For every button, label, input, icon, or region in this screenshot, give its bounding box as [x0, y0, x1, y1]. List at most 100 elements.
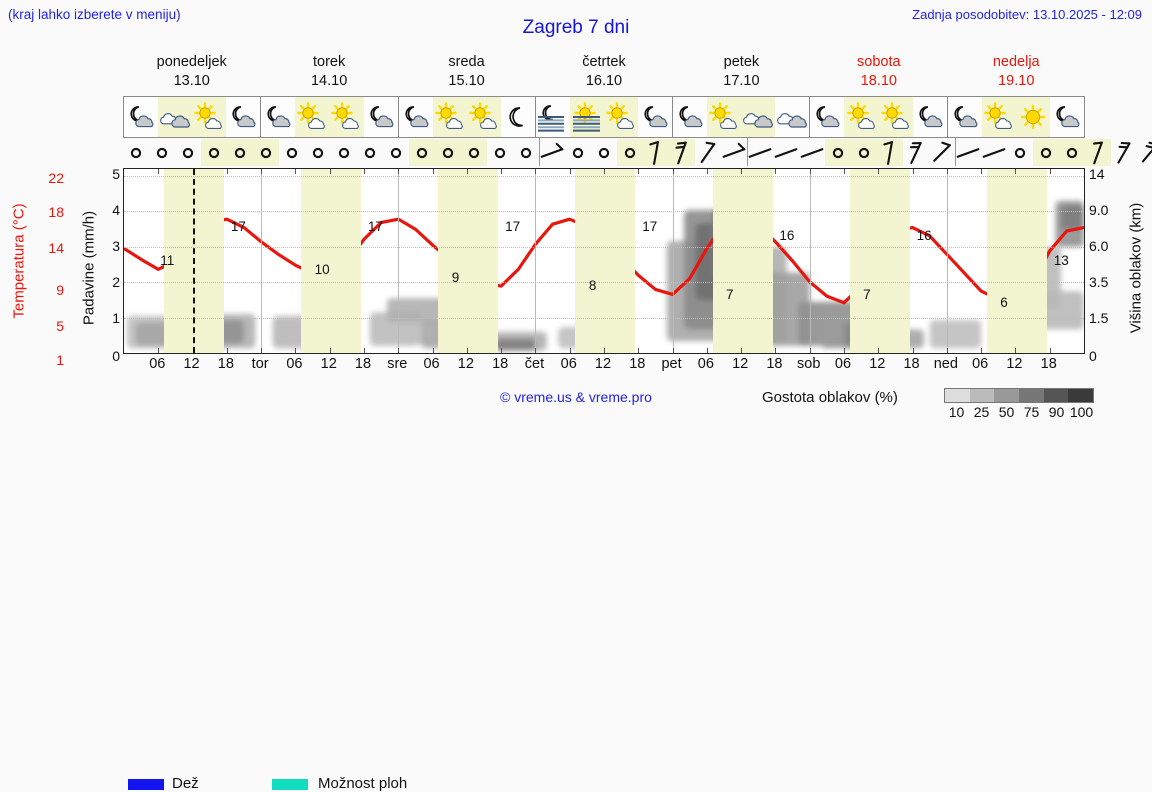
x-tick-top [844, 169, 845, 174]
day-name: ponedeljek [123, 53, 260, 72]
x-label-06: 06 [286, 356, 302, 372]
cloud-cloud-icon [158, 97, 192, 137]
rain-legend-label: Dež [172, 775, 199, 792]
day-date: 15.10 [398, 72, 535, 91]
cloud-cloud-icon [775, 97, 809, 137]
x-tick-bottom [741, 348, 742, 353]
x-tick-bottom [1015, 348, 1016, 353]
copyright-link[interactable]: © vreme.us & vreme.pro [500, 389, 652, 405]
ramp-step-2 [994, 389, 1019, 402]
daylight-band-5 [850, 169, 910, 353]
x-label-18: 18 [766, 356, 782, 372]
x-tick-bottom [433, 348, 434, 353]
moon-cloud-icon [124, 97, 158, 137]
x-label-06: 06 [698, 356, 714, 372]
x-tick-bottom [913, 348, 914, 353]
icon-day-2 [399, 97, 536, 137]
cloud-density-legend-label: Gostota oblakov (%) [762, 389, 898, 406]
wind-barb-icon [539, 139, 565, 166]
wind-barb-icon [903, 139, 929, 166]
icon-day-6 [948, 97, 1084, 137]
x-label-18: 18 [629, 356, 645, 372]
gridline-5 [124, 176, 1084, 177]
ramp-label-10: 10 [949, 404, 965, 420]
x-label-18: 18 [1041, 356, 1057, 372]
daylight-band-3 [575, 169, 635, 353]
gridline-4 [124, 211, 1084, 212]
x-tick-bottom [707, 348, 708, 353]
x-tick-top [158, 169, 159, 174]
wind-calm-icon [1059, 139, 1085, 166]
x-label-06: 06 [423, 356, 439, 372]
temperature-value-label: 13 [1054, 253, 1069, 268]
ramp-step-4 [1044, 389, 1069, 402]
precipitation-tick-3: 3 [112, 240, 120, 252]
weather-icon-strip [123, 96, 1085, 138]
wind-barb-icon [929, 139, 955, 166]
x-tick-top [433, 169, 434, 174]
gridline-1 [124, 318, 1084, 319]
moon-cloud-icon [226, 97, 260, 137]
x-tick-top [261, 169, 262, 174]
temperature-value-label: 16 [779, 228, 794, 243]
x-tick-bottom [673, 348, 674, 353]
x-tick-top [604, 169, 605, 174]
x-tick-top [1015, 169, 1016, 174]
x-label-06: 06 [835, 356, 851, 372]
wind-calm-icon [851, 139, 877, 166]
temperature-value-label: 17 [642, 219, 657, 234]
ramp-step-1 [970, 389, 995, 402]
icon-day-0 [124, 97, 261, 137]
wind-calm-icon [1033, 139, 1059, 166]
wind-barb-icon [773, 139, 799, 166]
wind-calm-icon [617, 139, 643, 166]
x-tick-top [535, 169, 536, 174]
wind-barb-icon [955, 139, 981, 166]
wind-calm-icon [513, 139, 539, 166]
day-date: 13.10 [123, 72, 260, 91]
fog-icon [536, 97, 570, 137]
moon-cloud-icon [948, 97, 982, 137]
x-tick-top [707, 169, 708, 174]
precipitation-tick-0: 0 [112, 350, 120, 362]
temperature-value-label: 7 [726, 287, 734, 302]
wind-calm-icon [149, 139, 175, 166]
x-tick-bottom [364, 348, 365, 353]
showers-legend-swatch [272, 779, 308, 790]
last-update-text: Zadnja posodobitev: 13.10.2025 - 12:09 [912, 7, 1142, 22]
wind-calm-icon [357, 139, 383, 166]
x-label-ned: ned [934, 356, 958, 372]
ramp-label-50: 50 [999, 404, 1015, 420]
x-tick-bottom [158, 348, 159, 353]
x-tick-top [810, 169, 811, 174]
moon-cloud-icon [638, 97, 672, 137]
wind-calm-icon [123, 139, 149, 166]
ramp-label-25: 25 [974, 404, 990, 420]
x-tick-top [467, 169, 468, 174]
moon-cloud-icon [1050, 97, 1084, 137]
icon-day-1 [261, 97, 398, 137]
x-tick-bottom [295, 348, 296, 353]
moon-cloud-icon [810, 97, 844, 137]
x-tick-bottom [810, 348, 811, 353]
cloud-height-tick: 3.5 [1089, 276, 1108, 288]
x-tick-bottom [330, 348, 331, 353]
temperature-value-label: 9 [452, 270, 460, 285]
temperature-value-label: 17 [505, 219, 520, 234]
x-tick-top [1050, 169, 1051, 174]
wind-barb-icon [799, 139, 825, 166]
day-name: torek [260, 53, 397, 72]
x-label-čet: čet [525, 356, 544, 372]
x-tick-bottom [501, 348, 502, 353]
precipitation-axis-label: Padavine (mm/h) [81, 211, 98, 325]
wind-calm-icon [175, 139, 201, 166]
temperature-value-label: 16 [917, 228, 932, 243]
temperature-value-label: 11 [160, 253, 174, 268]
sun-cloud-icon [604, 97, 638, 137]
